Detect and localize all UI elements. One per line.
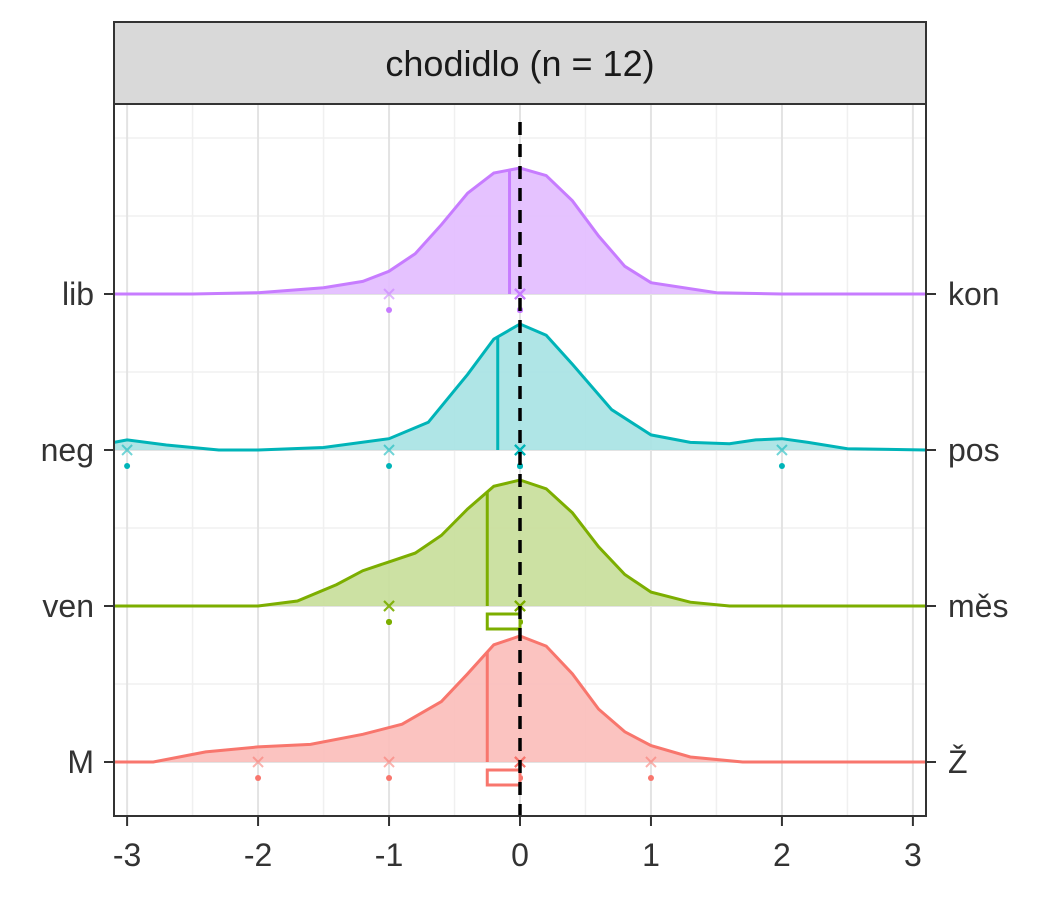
mark-dot: [386, 307, 393, 313]
mark-dot: [386, 775, 393, 781]
mark-x: [514, 444, 526, 456]
x-tick-label: -3: [113, 837, 141, 873]
mark-x: [645, 756, 657, 768]
density-area: [114, 168, 926, 294]
density-line: [113, 322, 927, 452]
mark-x: [383, 288, 395, 300]
y-label-right-měs: měs: [948, 588, 1008, 624]
density-line: [114, 634, 926, 764]
mark-dot: [386, 619, 393, 625]
y-label-right-pos: pos: [948, 432, 1000, 468]
y-axis-right: kon pos měs Ž: [926, 276, 1008, 780]
mark-x: [776, 444, 788, 456]
mark-x: [383, 444, 395, 456]
y-label-right-Ž: Ž: [948, 744, 968, 780]
x-tick-label: 0: [511, 837, 529, 873]
x-tick-label: 3: [904, 837, 922, 873]
y-label-right-kon: kon: [948, 276, 1000, 312]
y-label-left-neg: neg: [41, 432, 94, 468]
facet-strip-title: chodidlo (n = 12): [385, 43, 654, 84]
mark-dot: [255, 775, 262, 781]
quartile-box: [485, 768, 522, 787]
mark-dot: [386, 463, 393, 469]
y-axis-left: lib neg ven M: [41, 276, 114, 780]
density-line: [114, 478, 926, 608]
x-axis: -3 -2 -1 0 1 2 3: [113, 816, 922, 873]
mark-dot: [124, 463, 131, 469]
y-label-left-ven: ven: [42, 588, 94, 624]
x-tick-label: -2: [244, 837, 272, 873]
mark-x: [514, 288, 526, 300]
x-tick-label: 2: [773, 837, 791, 873]
mark-x: [252, 756, 264, 768]
density-line: [114, 166, 926, 296]
mark-x: [383, 600, 395, 612]
facet-strip: chodidlo (n = 12): [113, 21, 927, 105]
x-tick-label: 1: [642, 837, 660, 873]
mark-x: [383, 756, 395, 768]
x-tick-label: -1: [375, 837, 403, 873]
mark-x: [121, 444, 133, 456]
y-label-left-lib: lib: [62, 276, 94, 312]
mark-dot: [647, 775, 654, 781]
mark-dot: [778, 463, 785, 469]
quartile-box: [485, 612, 522, 631]
y-label-left-M: M: [67, 744, 94, 780]
